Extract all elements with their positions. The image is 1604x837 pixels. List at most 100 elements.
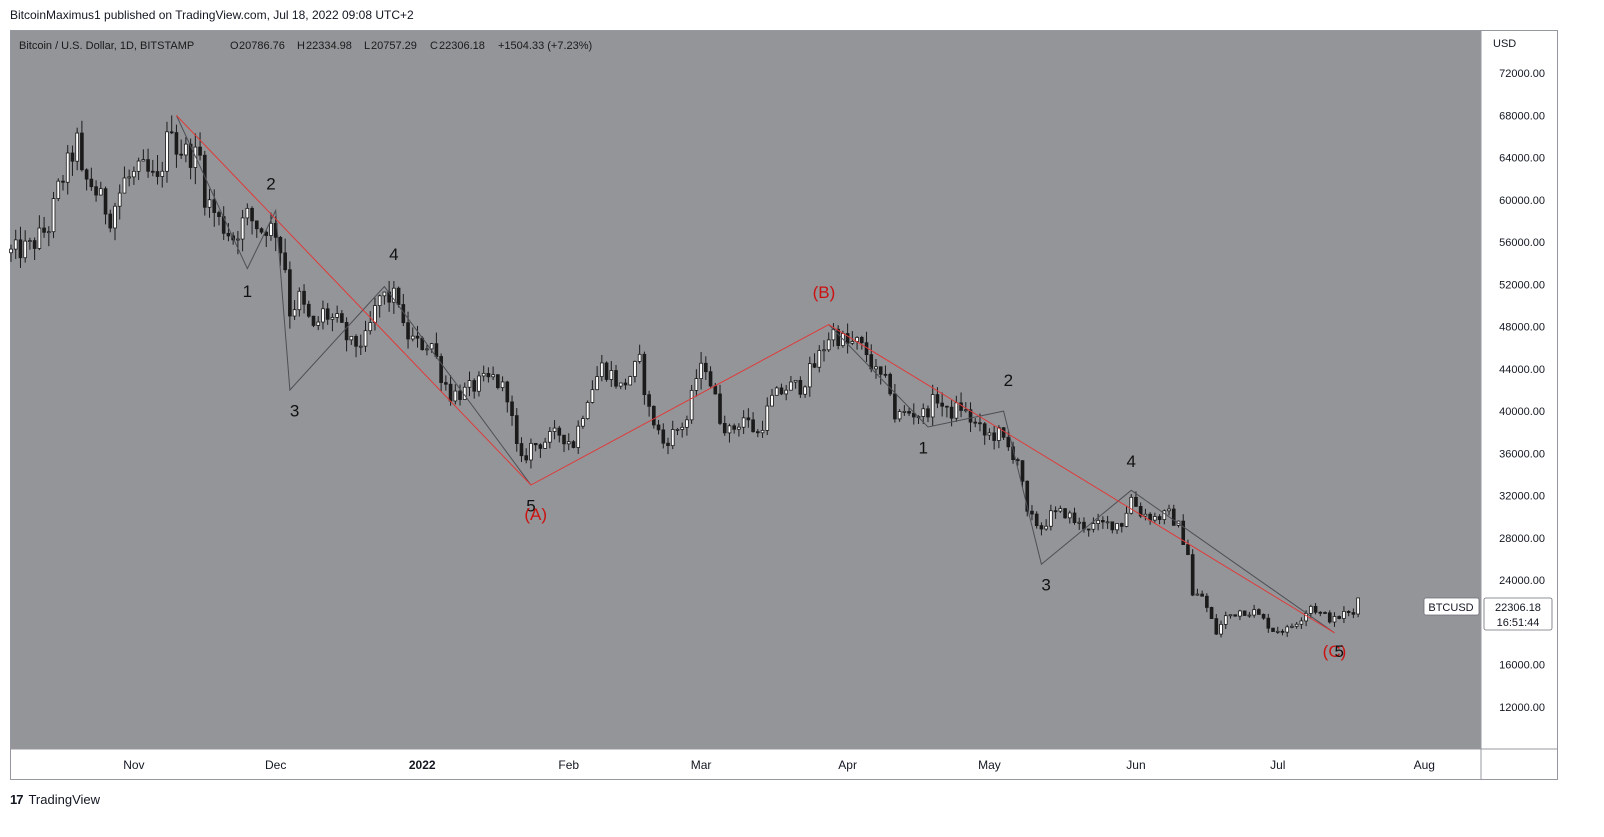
price-tick-label: 24000.00 — [1499, 575, 1545, 587]
legend-symbol: Bitcoin / U.S. Dollar, 1D, BITSTAMP — [19, 40, 194, 52]
candle-up — [897, 411, 902, 420]
candle-up — [363, 330, 368, 347]
candle-up — [1044, 525, 1048, 530]
wave-abc-line — [176, 115, 1335, 634]
candle-down — [1271, 627, 1275, 632]
tradingview-logo-icon: 17 — [10, 792, 24, 807]
candle-down — [1337, 616, 1342, 619]
candle-down — [1242, 610, 1247, 616]
candle-down — [505, 381, 510, 403]
candle-down — [1148, 513, 1152, 521]
candle-up — [1153, 516, 1157, 521]
candle-down — [708, 371, 713, 387]
candle-down — [340, 313, 344, 323]
candle-up — [392, 287, 396, 303]
candle-up — [410, 335, 415, 340]
wave-label: 4 — [1126, 452, 1135, 471]
candle-down — [911, 412, 916, 418]
candle-down — [1346, 611, 1351, 613]
plot-area[interactable] — [11, 31, 1481, 749]
bar-countdown-text: 16:51:44 — [1497, 617, 1540, 629]
candle-down — [415, 335, 420, 339]
candle-up — [694, 378, 699, 391]
candle-up — [789, 381, 793, 391]
candle-up — [1129, 496, 1134, 514]
price-tick-label: 12000.00 — [1499, 702, 1545, 714]
candle-up — [13, 239, 18, 250]
candle-up — [874, 366, 878, 370]
candle-up — [1143, 513, 1148, 517]
candle-up — [160, 170, 165, 177]
candle-down — [755, 431, 760, 434]
candle-up — [822, 349, 826, 352]
candle-down — [70, 152, 75, 162]
legend-open: 20786.76 — [239, 40, 285, 52]
candle-down — [344, 322, 349, 341]
price-axis[interactable] — [1481, 31, 1557, 749]
candle-up — [245, 207, 250, 219]
legend-close: 22306.18 — [439, 40, 485, 52]
wave-label: 1 — [243, 282, 252, 301]
candle-up — [902, 411, 907, 413]
price-tick-label: 32000.00 — [1499, 491, 1545, 503]
candle-down — [254, 220, 259, 230]
price-tick-label: 60000.00 — [1499, 195, 1545, 207]
candle-up — [358, 345, 363, 348]
candle-up — [689, 389, 694, 421]
candle-down — [1020, 460, 1025, 482]
candle-up — [429, 343, 434, 350]
price-tick-label: 52000.00 — [1499, 279, 1545, 291]
candle-down — [288, 269, 292, 317]
candle-down — [250, 207, 254, 222]
candle-up — [1228, 614, 1233, 617]
time-tick-label: Apr — [838, 758, 857, 772]
candle-down — [959, 402, 963, 411]
candle-down — [302, 290, 306, 305]
wave-label: (C) — [1323, 642, 1347, 661]
candle-up — [793, 379, 798, 383]
candle-up — [335, 313, 339, 318]
candle-down — [907, 411, 911, 414]
candle-down — [306, 303, 311, 317]
candle-down — [642, 353, 647, 396]
candle-down — [845, 333, 850, 344]
candle-up — [548, 431, 552, 443]
candle-up — [954, 402, 959, 419]
candle-down — [514, 415, 519, 444]
candle-down — [1138, 506, 1143, 517]
candle-down — [973, 421, 978, 424]
candle-down — [1025, 480, 1030, 512]
candle-down — [557, 427, 562, 436]
candle-up — [269, 222, 273, 236]
candle-down — [1063, 508, 1067, 519]
candle-down — [496, 374, 500, 389]
time-tick-label: 2022 — [409, 758, 436, 772]
wave-lines-layer — [175, 115, 1335, 634]
candle-up — [1285, 626, 1290, 633]
candle-up — [987, 432, 992, 436]
candle-down — [836, 328, 840, 346]
wave-label: 4 — [389, 245, 398, 264]
wave-impulse-2-line — [828, 324, 1335, 634]
btcusd-price-tag[interactable]: BTCUSD 22306.18 16:51:44 — [1423, 597, 1553, 631]
candle-up — [1275, 630, 1280, 633]
tradingview-brand: TradingView — [28, 792, 101, 807]
candle-down — [992, 432, 996, 441]
price-tick-label: 48000.00 — [1499, 322, 1545, 334]
price-tick-label: 44000.00 — [1499, 364, 1545, 376]
candle-down — [538, 444, 543, 449]
candle-down — [1190, 554, 1195, 596]
candle-down — [1072, 512, 1077, 523]
footer-branding[interactable]: 17 TradingView — [10, 792, 100, 807]
candle-up — [491, 374, 495, 378]
candle-down — [32, 240, 37, 249]
candle-down — [278, 236, 283, 254]
candle-up — [1124, 512, 1129, 527]
candle-down — [212, 199, 217, 213]
candle-down — [1280, 630, 1285, 633]
time-axis[interactable] — [11, 749, 1481, 779]
candle-up — [122, 177, 127, 194]
candle-down — [311, 315, 316, 326]
